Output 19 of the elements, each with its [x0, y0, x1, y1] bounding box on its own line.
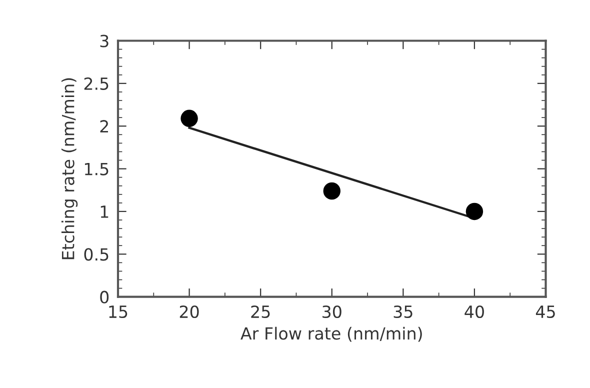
- x-tick-label: 30: [322, 305, 342, 318]
- x-tick-label: 35: [394, 305, 412, 318]
- x-tick-label: 15: [109, 306, 128, 318]
- y-axis-title: Etching rate (nm/min): [61, 78, 78, 260]
- y-tick-label: 1: [100, 206, 108, 218]
- point: [180, 110, 198, 128]
- x-tick-label: 25: [251, 305, 270, 318]
- y-tick-label: 2.5: [84, 77, 108, 90]
- y-tick-label: 0: [100, 290, 109, 304]
- y-tick-label: 3: [100, 34, 108, 48]
- point: [323, 182, 340, 200]
- y-tick-label: 0.5: [84, 248, 108, 261]
- x-tick-label: 40: [464, 305, 484, 318]
- y-tick-label: 2: [100, 120, 108, 132]
- x-tick-label: 45: [536, 306, 555, 318]
- x-axis-title: Ar Flow rate (nm/min): [240, 326, 422, 342]
- point: [466, 202, 484, 220]
- x-tick-label: 20: [180, 305, 199, 318]
- y-tick-label: 1.5: [84, 162, 108, 176]
